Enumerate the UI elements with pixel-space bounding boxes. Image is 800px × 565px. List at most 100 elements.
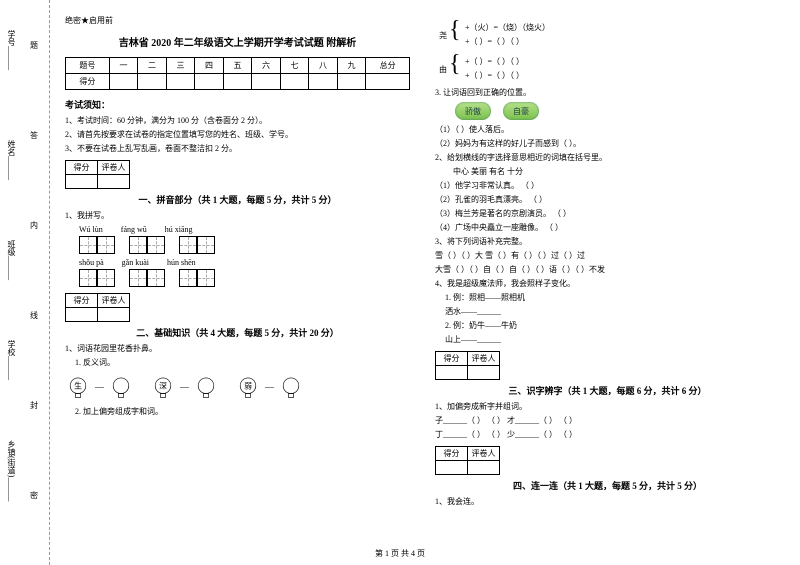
py: fáng wū	[121, 225, 147, 234]
py: hú xiāng	[165, 225, 193, 234]
mk[interactable]	[98, 308, 130, 322]
mark-table-2: 得分评卷人	[65, 293, 130, 322]
seal-d4: 线	[30, 310, 38, 321]
mk: 评卷人	[468, 352, 500, 366]
section-1-title: 一、拼音部分（共 1 大题，每题 5 分，共计 5 分）	[65, 193, 410, 206]
binding-banji: 班级______	[6, 240, 17, 280]
mk: 评卷人	[468, 447, 500, 461]
notice-3: 3、不要在试卷上乱写乱画，卷面不整洁扣 2 分。	[65, 143, 410, 154]
tianzige[interactable]	[147, 269, 165, 287]
bulb-icon: 弱	[235, 374, 261, 400]
q2-4-l2[interactable]: 洒水——______	[445, 306, 780, 317]
mk[interactable]	[468, 461, 500, 475]
th: 七	[280, 58, 309, 74]
td[interactable]	[223, 74, 252, 90]
bulb-icon[interactable]	[108, 374, 134, 400]
seal-d1: 题	[30, 40, 38, 51]
tianzige[interactable]	[179, 269, 197, 287]
q2-2: 2、给划横线的字选择意思相近的词填在括号里。	[435, 152, 780, 163]
q2-4-l4[interactable]: 山上——______	[445, 334, 780, 345]
mk: 得分	[436, 447, 468, 461]
th: 题号	[66, 58, 110, 74]
bulb-char: 生	[74, 380, 82, 390]
q3-1[interactable]: （1）（ ）使人落后。	[435, 124, 780, 135]
td: 得分	[66, 74, 110, 90]
mk[interactable]	[468, 366, 500, 380]
q2-3: 3、将下列词语补充完整。	[435, 236, 780, 247]
q2-3-l2[interactable]: 大雪（ ）（ ）自（ ）自（ ）（ ）语（ ）（ ）不发	[435, 264, 780, 275]
bulbs-row: 生 — 深 — 弱 —	[65, 374, 410, 400]
q2-2-3[interactable]: （3）梅兰芳是著名的京剧演员。 （ ）	[435, 208, 780, 219]
section-2-title: 二、基础知识（共 4 大题，每题 5 分，共计 20 分）	[65, 326, 410, 339]
tianzige[interactable]	[179, 236, 197, 254]
q2-4-l3: 2. 例：奶牛——牛奶	[445, 320, 780, 331]
brace-icon: {	[449, 57, 461, 71]
dash: —	[265, 382, 274, 392]
q1: 1、我拼写。	[65, 210, 410, 221]
mk: 得分	[436, 352, 468, 366]
brace-line[interactable]: +（ ）=（ ）（ ）	[465, 55, 780, 69]
mk[interactable]	[98, 175, 130, 189]
q2-3-l1[interactable]: 雪（ ）（ ）大 雪（ ）有（ ）（ ）过（ ）过	[435, 250, 780, 261]
q2-1b: 2. 加上偏旁组成字和词。	[75, 406, 410, 417]
q2-2-4[interactable]: （4）广场中央矗立一座雕像。 （ ）	[435, 222, 780, 233]
word-badge: 自豪	[503, 102, 539, 120]
q3-2[interactable]: （2）妈妈为有这样的好儿子而感到（ ）。	[435, 138, 780, 149]
td[interactable]	[309, 74, 338, 90]
mk: 得分	[66, 161, 98, 175]
td[interactable]	[252, 74, 281, 90]
svg-text:弱: 弱	[244, 381, 252, 390]
mk[interactable]	[66, 308, 98, 322]
td[interactable]	[138, 74, 167, 90]
tianzige[interactable]	[97, 269, 115, 287]
notice-title: 考试须知：	[65, 98, 410, 111]
tianzige[interactable]	[97, 236, 115, 254]
tianzige[interactable]	[197, 236, 215, 254]
brace-1: { 尧 +（火）=（烧）（烧火） +（ ）=（ ）（ ）	[465, 21, 780, 49]
mk[interactable]	[436, 461, 468, 475]
mk[interactable]	[436, 366, 468, 380]
py: Wú lùn	[79, 225, 103, 234]
tianzige[interactable]	[197, 269, 215, 287]
badge-row: 骄傲 自豪	[455, 102, 780, 120]
tianzige[interactable]	[79, 269, 97, 287]
right-column: { 尧 +（火）=（烧）（烧火） +（ ）=（ ）（ ） { 由 +（ ）=（ …	[435, 15, 780, 545]
brace-2: { 由 +（ ）=（ ）（ ） +（ ）=（ ）（ ）	[465, 55, 780, 83]
mk[interactable]	[66, 175, 98, 189]
q2-4-l1: 1. 例：照相——照相机	[445, 292, 780, 303]
mark-table-3: 得分评卷人	[435, 351, 500, 380]
q3-1-l2[interactable]: 丁______（ ） （ ） 少______（ ） （ ）	[435, 429, 780, 440]
tianzige[interactable]	[129, 236, 147, 254]
brace-icon: {	[449, 23, 461, 37]
td[interactable]	[166, 74, 195, 90]
th: 三	[166, 58, 195, 74]
py: gǎn kuài	[122, 258, 149, 267]
q2-2-1[interactable]: （1）他学习非常认真。 （ ）	[435, 180, 780, 191]
brace-line[interactable]: +（ ）=（ ）（ ）	[465, 69, 780, 83]
bulb-icon[interactable]	[193, 374, 219, 400]
td[interactable]	[366, 74, 410, 90]
bulb-icon[interactable]	[278, 374, 304, 400]
section-4-title: 四、连一连（共 1 大题，每题 5 分，共计 5 分）	[435, 479, 780, 492]
seal-d5: 封	[30, 400, 38, 411]
th: 八	[309, 58, 338, 74]
th: 一	[109, 58, 138, 74]
q2-2-2[interactable]: （2）孔雀的羽毛真漂亮。 （ ）	[435, 194, 780, 205]
mk: 得分	[66, 294, 98, 308]
td[interactable]	[109, 74, 138, 90]
binding-xuexiao: 学校______	[6, 340, 17, 380]
brace-line[interactable]: +（ ）=（ ）（ ）	[465, 35, 780, 49]
dash: —	[95, 382, 104, 392]
td[interactable]	[280, 74, 309, 90]
q2-2-opts: 中心 美丽 有名 十分	[453, 166, 780, 177]
td[interactable]	[337, 74, 366, 90]
th: 五	[223, 58, 252, 74]
q3-1-l1[interactable]: 子______（ ） （ ） 才______（ ） （ ）	[435, 415, 780, 426]
section-3-title: 三、识字辨字（共 1 大题，每题 6 分，共计 6 分）	[435, 384, 780, 397]
bulb-icon: 深	[150, 374, 176, 400]
svg-text:深: 深	[159, 381, 167, 390]
td[interactable]	[195, 74, 224, 90]
tianzige[interactable]	[129, 269, 147, 287]
tianzige[interactable]	[147, 236, 165, 254]
tianzige[interactable]	[79, 236, 97, 254]
